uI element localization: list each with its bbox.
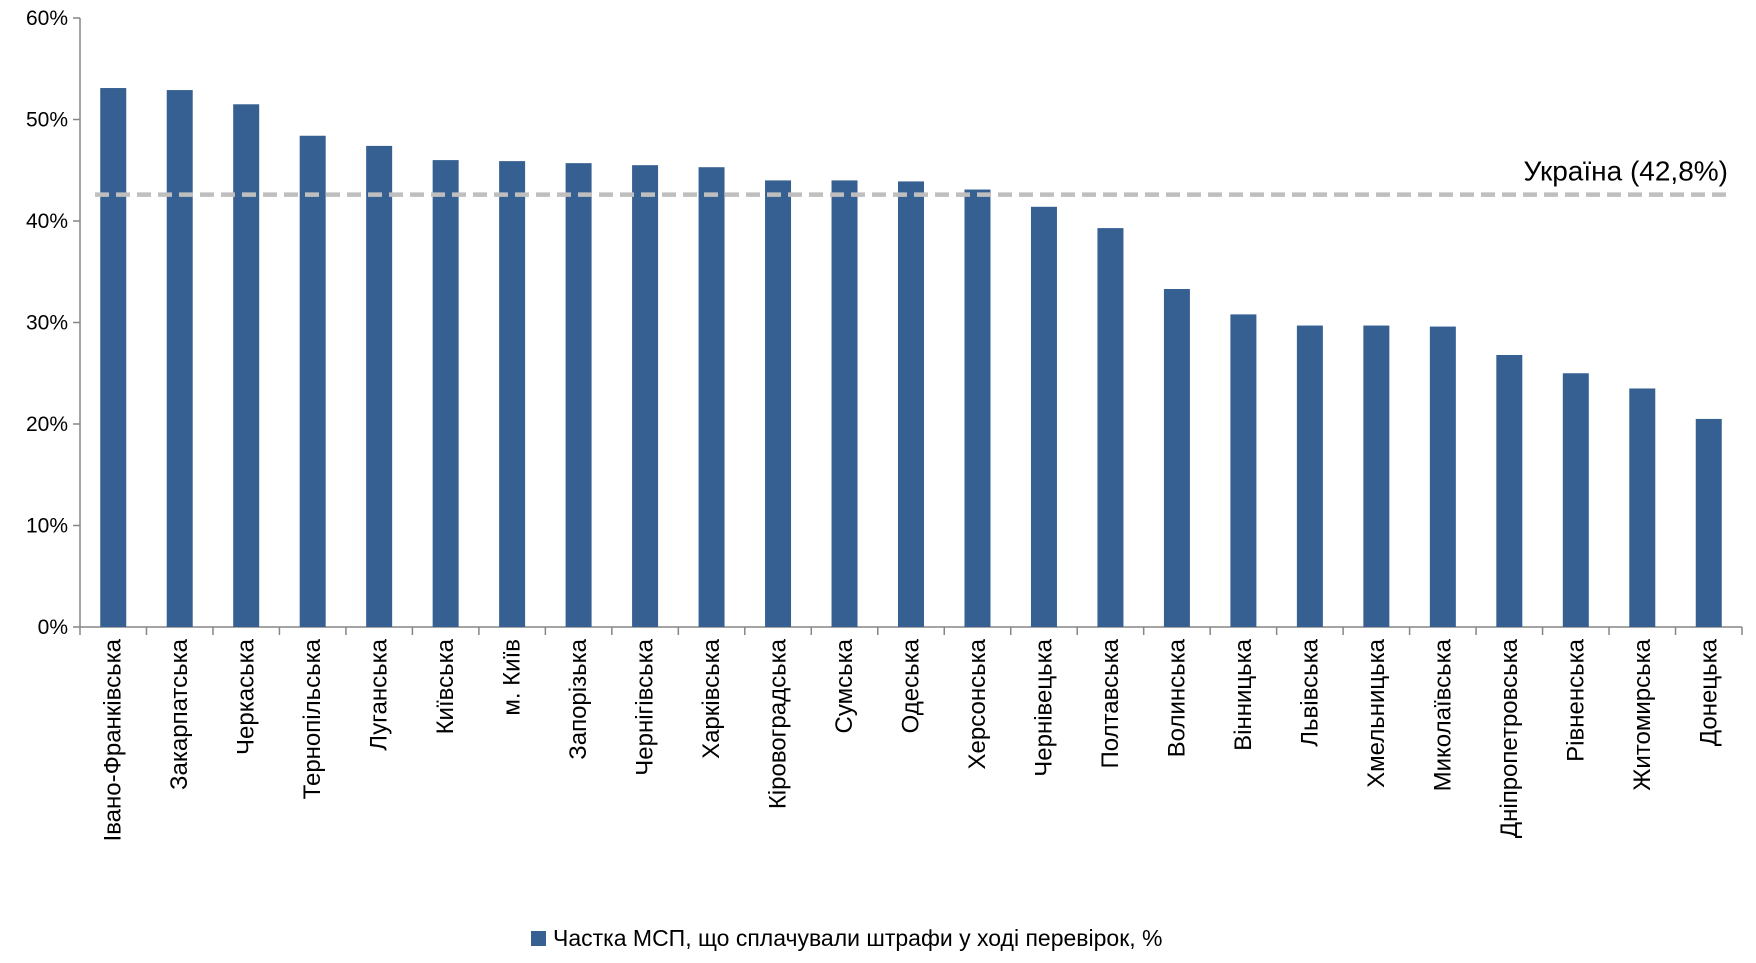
x-category-label: Хмельницька	[1363, 638, 1390, 788]
bar	[1695, 418, 1722, 627]
x-category-label: Донецька	[1695, 638, 1722, 746]
x-category-label: Херсонська	[964, 638, 991, 769]
x-category-label: Миколаївська	[1429, 638, 1456, 791]
bar	[432, 160, 459, 627]
x-category-label: Харківська	[698, 638, 725, 759]
y-tick-label: 60%	[26, 7, 68, 30]
bar	[1629, 388, 1656, 627]
y-tick-label: 10%	[26, 515, 68, 538]
x-category-label: Дніпропетровська	[1496, 638, 1523, 838]
bar	[632, 165, 659, 628]
x-category-label: Кіровоградська	[765, 638, 792, 809]
category-labels-layer: Івано-Франківська Закарпатська Черкаська Те…	[100, 638, 1723, 841]
x-category-label: Чернівецька	[1030, 638, 1057, 776]
axes-layer: 0% 10% 20% 30% 40% 50% 60%	[26, 7, 1743, 639]
bar	[1230, 314, 1257, 627]
bars-layer	[100, 88, 1722, 628]
bar	[698, 167, 725, 627]
bar	[1429, 326, 1456, 627]
x-category-label: Вінницька	[1230, 638, 1257, 751]
bar	[1030, 206, 1057, 628]
bar	[1163, 289, 1190, 627]
legend: Частка МСП, що сплачували штрафи у ході …	[531, 925, 1163, 951]
bar	[1562, 373, 1589, 627]
reference-line-label: Україна (42,8%)	[1523, 156, 1728, 187]
x-category-label: Рівненська	[1562, 638, 1589, 761]
x-category-label: Полтавська	[1097, 638, 1124, 768]
x-category-label: Житомирська	[1629, 638, 1656, 790]
bar	[100, 88, 127, 627]
x-category-label: Черкаська	[233, 638, 260, 755]
y-tick-label: 50%	[26, 109, 68, 132]
legend-label: Частка МСП, що сплачували штрафи у ході …	[553, 925, 1163, 951]
x-category-label: Львівська	[1296, 638, 1323, 746]
legend-swatch	[531, 931, 546, 946]
x-category-label: Волинська	[1163, 638, 1190, 757]
bar	[565, 163, 592, 627]
bar	[1296, 325, 1323, 627]
y-tick-label: 30%	[26, 312, 68, 335]
x-category-label: Тернопільська	[299, 638, 326, 799]
x-category-label: Івано-Франківська	[100, 638, 127, 841]
y-tick-label: 20%	[26, 413, 68, 436]
bar	[166, 90, 193, 627]
bar	[233, 104, 260, 627]
bar	[299, 135, 326, 628]
x-category-label: Одеська	[898, 638, 925, 733]
bar	[499, 161, 526, 628]
x-category-label: Закарпатська	[166, 638, 193, 790]
x-category-label: Київська	[432, 638, 459, 734]
bar	[1363, 325, 1390, 627]
y-tick-label: 40%	[26, 210, 68, 233]
x-category-label: Чернігівська	[632, 638, 659, 775]
bar	[1097, 228, 1124, 628]
x-category-label: Луганська	[366, 638, 393, 750]
reference-line-layer: Україна (42,8%)	[95, 156, 1730, 197]
bar	[765, 180, 792, 627]
x-category-label: Сумська	[831, 638, 858, 733]
bar	[831, 180, 858, 627]
x-category-label: Запорізька	[565, 638, 592, 759]
bar	[964, 189, 991, 627]
x-category-label: м. Київ	[499, 639, 526, 716]
bar	[1496, 354, 1523, 627]
y-tick-label: 0%	[38, 616, 68, 639]
bar	[366, 145, 393, 627]
bar	[898, 181, 924, 628]
